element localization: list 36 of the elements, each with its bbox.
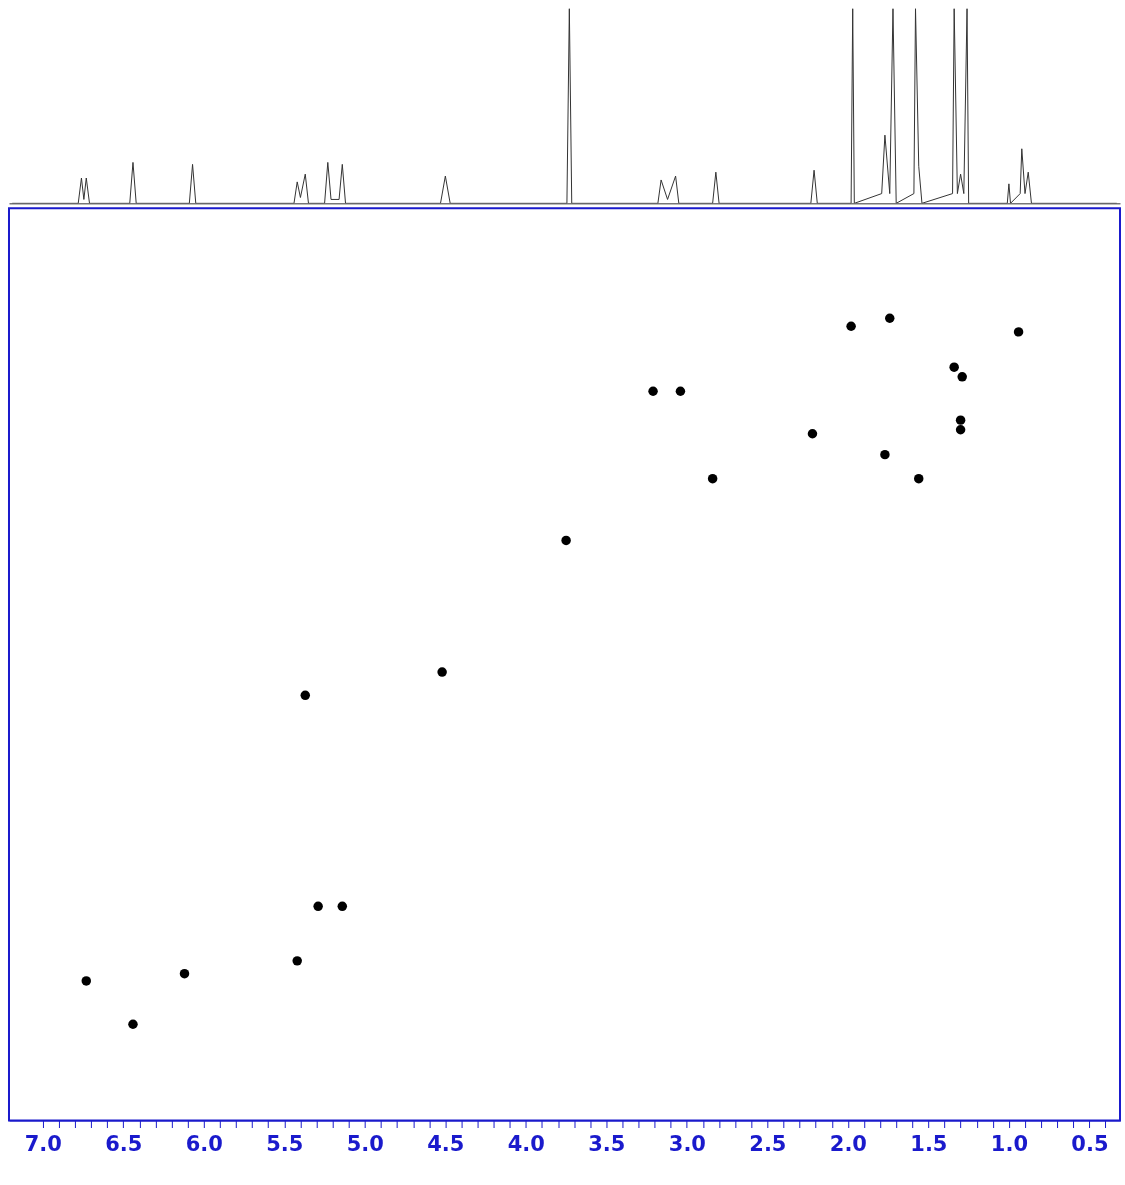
point (437, 667, 447, 677)
x-tick-label: 2.0 (829, 1131, 867, 1156)
point (880, 449, 890, 460)
point (707, 473, 718, 484)
x-tick-label: 5.0 (346, 1131, 384, 1156)
point (292, 956, 302, 966)
point (914, 473, 924, 484)
x-tick-label: 6.0 (185, 1131, 223, 1156)
point (955, 425, 966, 435)
point (846, 321, 856, 331)
point (807, 429, 818, 439)
point (561, 535, 571, 546)
point (337, 901, 348, 912)
x-tick-label: 7.0 (24, 1131, 62, 1156)
x-tick-label: 1.0 (990, 1131, 1028, 1156)
point (675, 386, 686, 396)
x-tick-label: 3.0 (668, 1131, 706, 1156)
point (300, 690, 310, 701)
point (128, 1019, 138, 1029)
x-tick-label: 3.5 (588, 1131, 626, 1156)
point (313, 901, 323, 912)
point (1013, 327, 1024, 337)
x-tick-label: 1.5 (910, 1131, 948, 1156)
point (179, 968, 190, 979)
x-tick-label: 5.5 (266, 1131, 304, 1156)
x-tick-label: 4.0 (507, 1131, 545, 1156)
point (949, 362, 959, 372)
x-tick-label: 0.5 (1071, 1131, 1109, 1156)
point (885, 313, 895, 323)
x-tick-label: 6.5 (105, 1131, 143, 1156)
point (648, 386, 658, 396)
x-tick-label: 4.5 (427, 1131, 465, 1156)
point (957, 372, 967, 382)
point (955, 415, 966, 425)
point (81, 976, 92, 986)
x-tick-label: 2.5 (749, 1131, 787, 1156)
